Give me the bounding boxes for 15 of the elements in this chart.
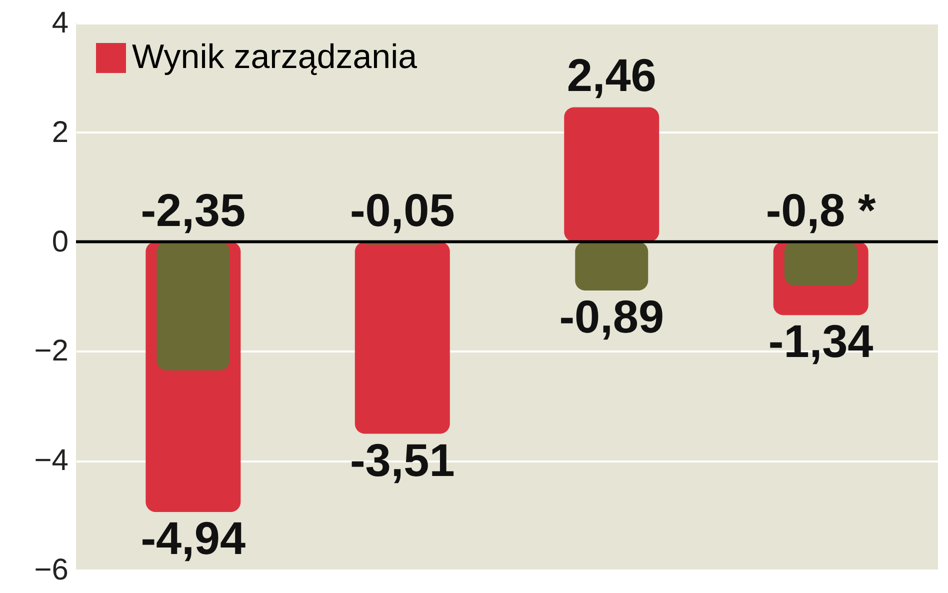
data-label: -0,05 [350, 184, 455, 236]
data-label: -2,35 [140, 184, 246, 236]
y-tick-label: 2 [52, 116, 68, 149]
data-label: -4,94 [140, 512, 246, 564]
y-tick-label: −4 [34, 444, 68, 478]
y-tick-label: 0 [52, 225, 68, 258]
data-label: -1,34 [768, 315, 874, 368]
y-tick-label: −2 [34, 334, 68, 368]
data-label: -0,8 * [766, 184, 876, 236]
legend-label: Wynik zarządzania [132, 38, 418, 76]
data-label: -0,89 [559, 290, 664, 342]
y-tick-label: −6 [34, 554, 68, 586]
data-label: 2,46 [566, 49, 656, 102]
y-tick-label: 4 [52, 6, 68, 40]
data-label: -3,51 [350, 434, 455, 486]
